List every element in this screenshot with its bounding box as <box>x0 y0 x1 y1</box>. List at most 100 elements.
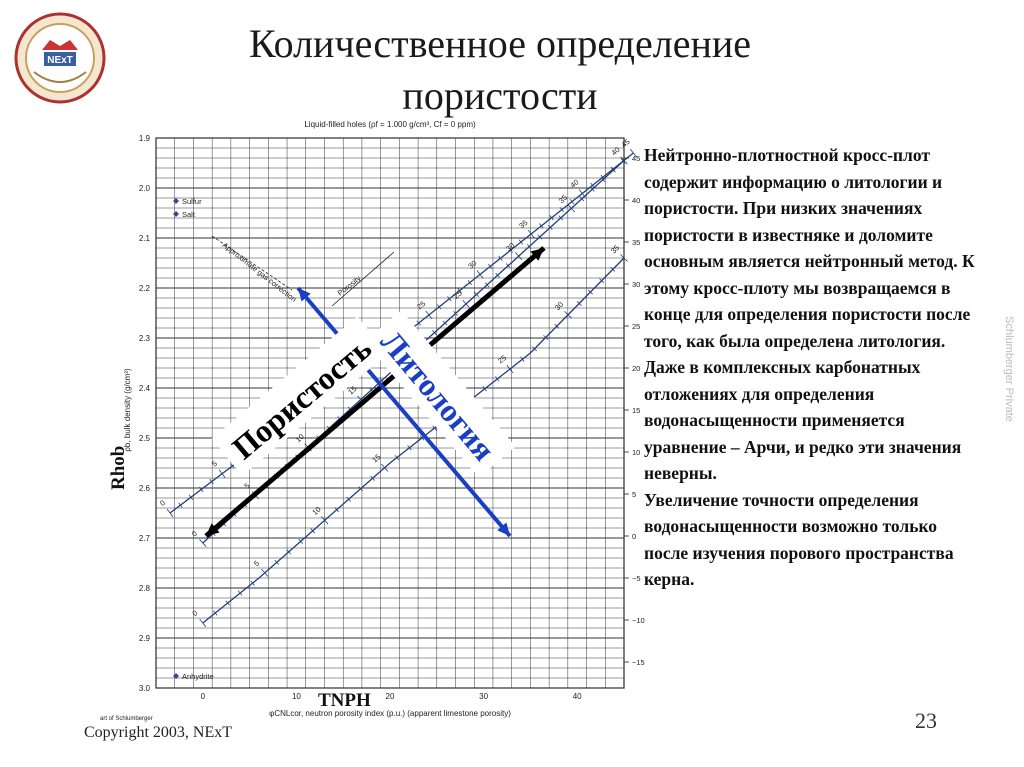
curve-tick <box>506 364 514 374</box>
curve-tick <box>394 454 400 461</box>
curve-tick <box>537 234 543 240</box>
curve-tick <box>310 528 316 534</box>
right-tick-label: 45 <box>632 154 640 163</box>
curve-tick <box>432 330 437 336</box>
body-paragraph-2: Даже в комплексных карбонатных отложения… <box>644 357 962 483</box>
tiny-credit: art of Schlumberger <box>100 716 153 722</box>
porosity-label-box-bg <box>211 316 389 476</box>
tnph-axis-label: TNPH <box>318 690 371 711</box>
curve-tick <box>381 463 389 472</box>
y-tick-label: 2.4 <box>139 384 151 393</box>
curve-tick <box>274 559 280 565</box>
lithology-arrow-head <box>298 288 311 302</box>
curve-tick <box>611 167 616 173</box>
curve-tick <box>567 204 576 213</box>
right-tick-label: 15 <box>632 406 640 415</box>
curve-tick <box>346 496 351 502</box>
y-tick-label: 3.0 <box>139 684 151 693</box>
body-paragraph-1: Нейтронно-плотностной кросс-плот содержи… <box>644 145 975 351</box>
curve-tick <box>564 310 572 319</box>
y-tick-label: 2.9 <box>139 634 151 643</box>
y-axis-label: ρb, bulk density (g/cm³) <box>123 368 132 452</box>
curve-tick <box>515 252 523 261</box>
curve-tick <box>543 335 549 340</box>
curve-tick <box>482 386 487 392</box>
side-label: Schlumberger Private <box>1003 316 1015 422</box>
y-tick-label: 2.6 <box>139 484 151 493</box>
curve-tick <box>620 254 628 262</box>
curve-tick <box>558 215 564 221</box>
right-tick-label: −15 <box>632 658 645 667</box>
curve-tick <box>554 323 560 329</box>
curve-tick <box>462 299 470 308</box>
curve-tick <box>321 516 329 525</box>
right-tick-label: 35 <box>632 238 640 247</box>
x-tick-label: 30 <box>479 692 488 701</box>
porosity-label: 0 <box>158 498 167 508</box>
gas-correction-line <box>211 235 293 291</box>
legend-entry: Salt <box>182 210 196 219</box>
curve-tick <box>579 196 585 202</box>
lithology-arrow-shaft <box>296 286 512 538</box>
curve-tick <box>250 580 255 586</box>
right-tick-label: 10 <box>632 448 640 457</box>
next-logo: NExT <box>14 12 106 104</box>
right-tick-label: 20 <box>632 364 640 373</box>
y-tick-label: 2.0 <box>139 184 151 193</box>
chart-title: Liquid-filled holes (ρf = 1.000 g/cm³, C… <box>304 120 476 129</box>
chart-grid <box>155 137 625 689</box>
curve-tick <box>526 244 532 250</box>
x-tick-label: 20 <box>386 692 395 701</box>
porosity-label: 0 <box>191 608 200 618</box>
curve-tick <box>442 320 448 326</box>
porosity-label: 5 <box>210 459 219 469</box>
curve-tick <box>199 539 207 547</box>
curve-tick <box>539 223 544 229</box>
y-tick-label: 2.2 <box>139 284 151 293</box>
curve-tick <box>518 239 524 245</box>
curve-tick <box>495 376 500 382</box>
x-tick-label: 40 <box>573 692 582 701</box>
curve-tick <box>416 320 421 326</box>
page-number: 23 <box>915 708 937 733</box>
copyright: Copyright 2003, NExT <box>84 724 232 741</box>
right-tick-label: −10 <box>632 616 645 625</box>
curve-tick <box>590 186 595 192</box>
y-tick-label: 1.9 <box>139 134 151 143</box>
porosity-arrow-shaft <box>204 246 546 538</box>
curve-tick <box>549 215 554 221</box>
curve-tick <box>407 445 412 451</box>
curve-tick <box>261 568 269 577</box>
y-tick-label: 2.3 <box>139 334 151 343</box>
curve-tick <box>225 600 230 606</box>
y-tick-label: 2.7 <box>139 534 151 543</box>
curve-tick <box>569 198 575 205</box>
porosity-arrow <box>204 246 546 538</box>
curve-tick <box>286 549 292 555</box>
right-tick-label: 30 <box>632 280 640 289</box>
curve-tick <box>610 266 616 272</box>
curve-tick <box>629 148 637 158</box>
legend-marker <box>173 211 179 217</box>
curve-tick <box>498 255 503 261</box>
porosity-label: 0 <box>190 529 199 538</box>
curve-tick <box>199 486 204 493</box>
curve-tick <box>370 475 375 481</box>
x-tick-label: 0 <box>201 692 206 701</box>
porosity-label: 5 <box>252 559 261 569</box>
curve-tick <box>213 610 218 616</box>
legend-entry: Anhydrite <box>182 672 214 681</box>
curve-tick <box>237 590 243 596</box>
curve-tick <box>425 310 433 320</box>
curve-tick <box>559 207 564 213</box>
curve-tick <box>457 288 462 294</box>
lithology-arrow <box>296 286 512 538</box>
curve-tick <box>508 247 513 253</box>
curve-tick <box>432 425 437 431</box>
right-tick-label: 40 <box>632 196 640 205</box>
slide-title: Количественное определение пористости <box>248 21 752 118</box>
body-text: Нейтронно-плотностной кросс-плот содержи… <box>644 142 984 593</box>
logo-text: NExT <box>47 55 73 66</box>
lithology-arrow-head <box>497 522 510 536</box>
